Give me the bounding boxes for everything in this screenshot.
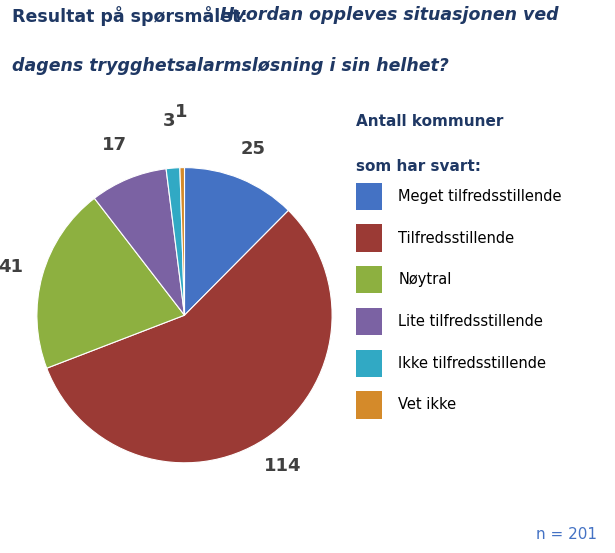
FancyBboxPatch shape (356, 308, 383, 335)
Wedge shape (166, 168, 184, 315)
Text: 114: 114 (264, 457, 302, 475)
Text: Tilfredsstillende: Tilfredsstillende (398, 231, 514, 246)
Wedge shape (184, 168, 288, 315)
FancyBboxPatch shape (356, 392, 383, 419)
Text: 1: 1 (175, 102, 188, 121)
FancyBboxPatch shape (356, 266, 383, 294)
Text: dagens trygghetsalarmsløsning i sin helhet?: dagens trygghetsalarmsløsning i sin helh… (12, 58, 449, 75)
Text: Vet ikke: Vet ikke (398, 398, 456, 413)
Text: Hvordan oppleves situasjonen ved: Hvordan oppleves situasjonen ved (220, 6, 559, 24)
Wedge shape (37, 199, 184, 368)
Text: 41: 41 (0, 258, 23, 275)
Text: Meget tilfredsstillende: Meget tilfredsstillende (398, 189, 561, 204)
Text: 3: 3 (163, 112, 175, 130)
Text: 17: 17 (101, 135, 127, 154)
Text: n = 201: n = 201 (536, 527, 597, 542)
Text: som har svart:: som har svart: (356, 159, 481, 174)
FancyBboxPatch shape (356, 349, 383, 377)
FancyBboxPatch shape (356, 225, 383, 252)
Text: Nøytral: Nøytral (398, 272, 451, 288)
Text: Lite tilfredsstillende: Lite tilfredsstillende (398, 314, 543, 329)
Text: Ikke tilfredsstillende: Ikke tilfredsstillende (398, 356, 546, 371)
Text: Antall kommuner: Antall kommuner (356, 114, 503, 129)
Wedge shape (180, 168, 184, 315)
Wedge shape (47, 211, 332, 463)
FancyBboxPatch shape (356, 183, 383, 210)
Wedge shape (95, 169, 184, 315)
Text: Resultat på spørsmålet:: Resultat på spørsmålet: (12, 6, 253, 25)
Text: 25: 25 (240, 140, 266, 158)
